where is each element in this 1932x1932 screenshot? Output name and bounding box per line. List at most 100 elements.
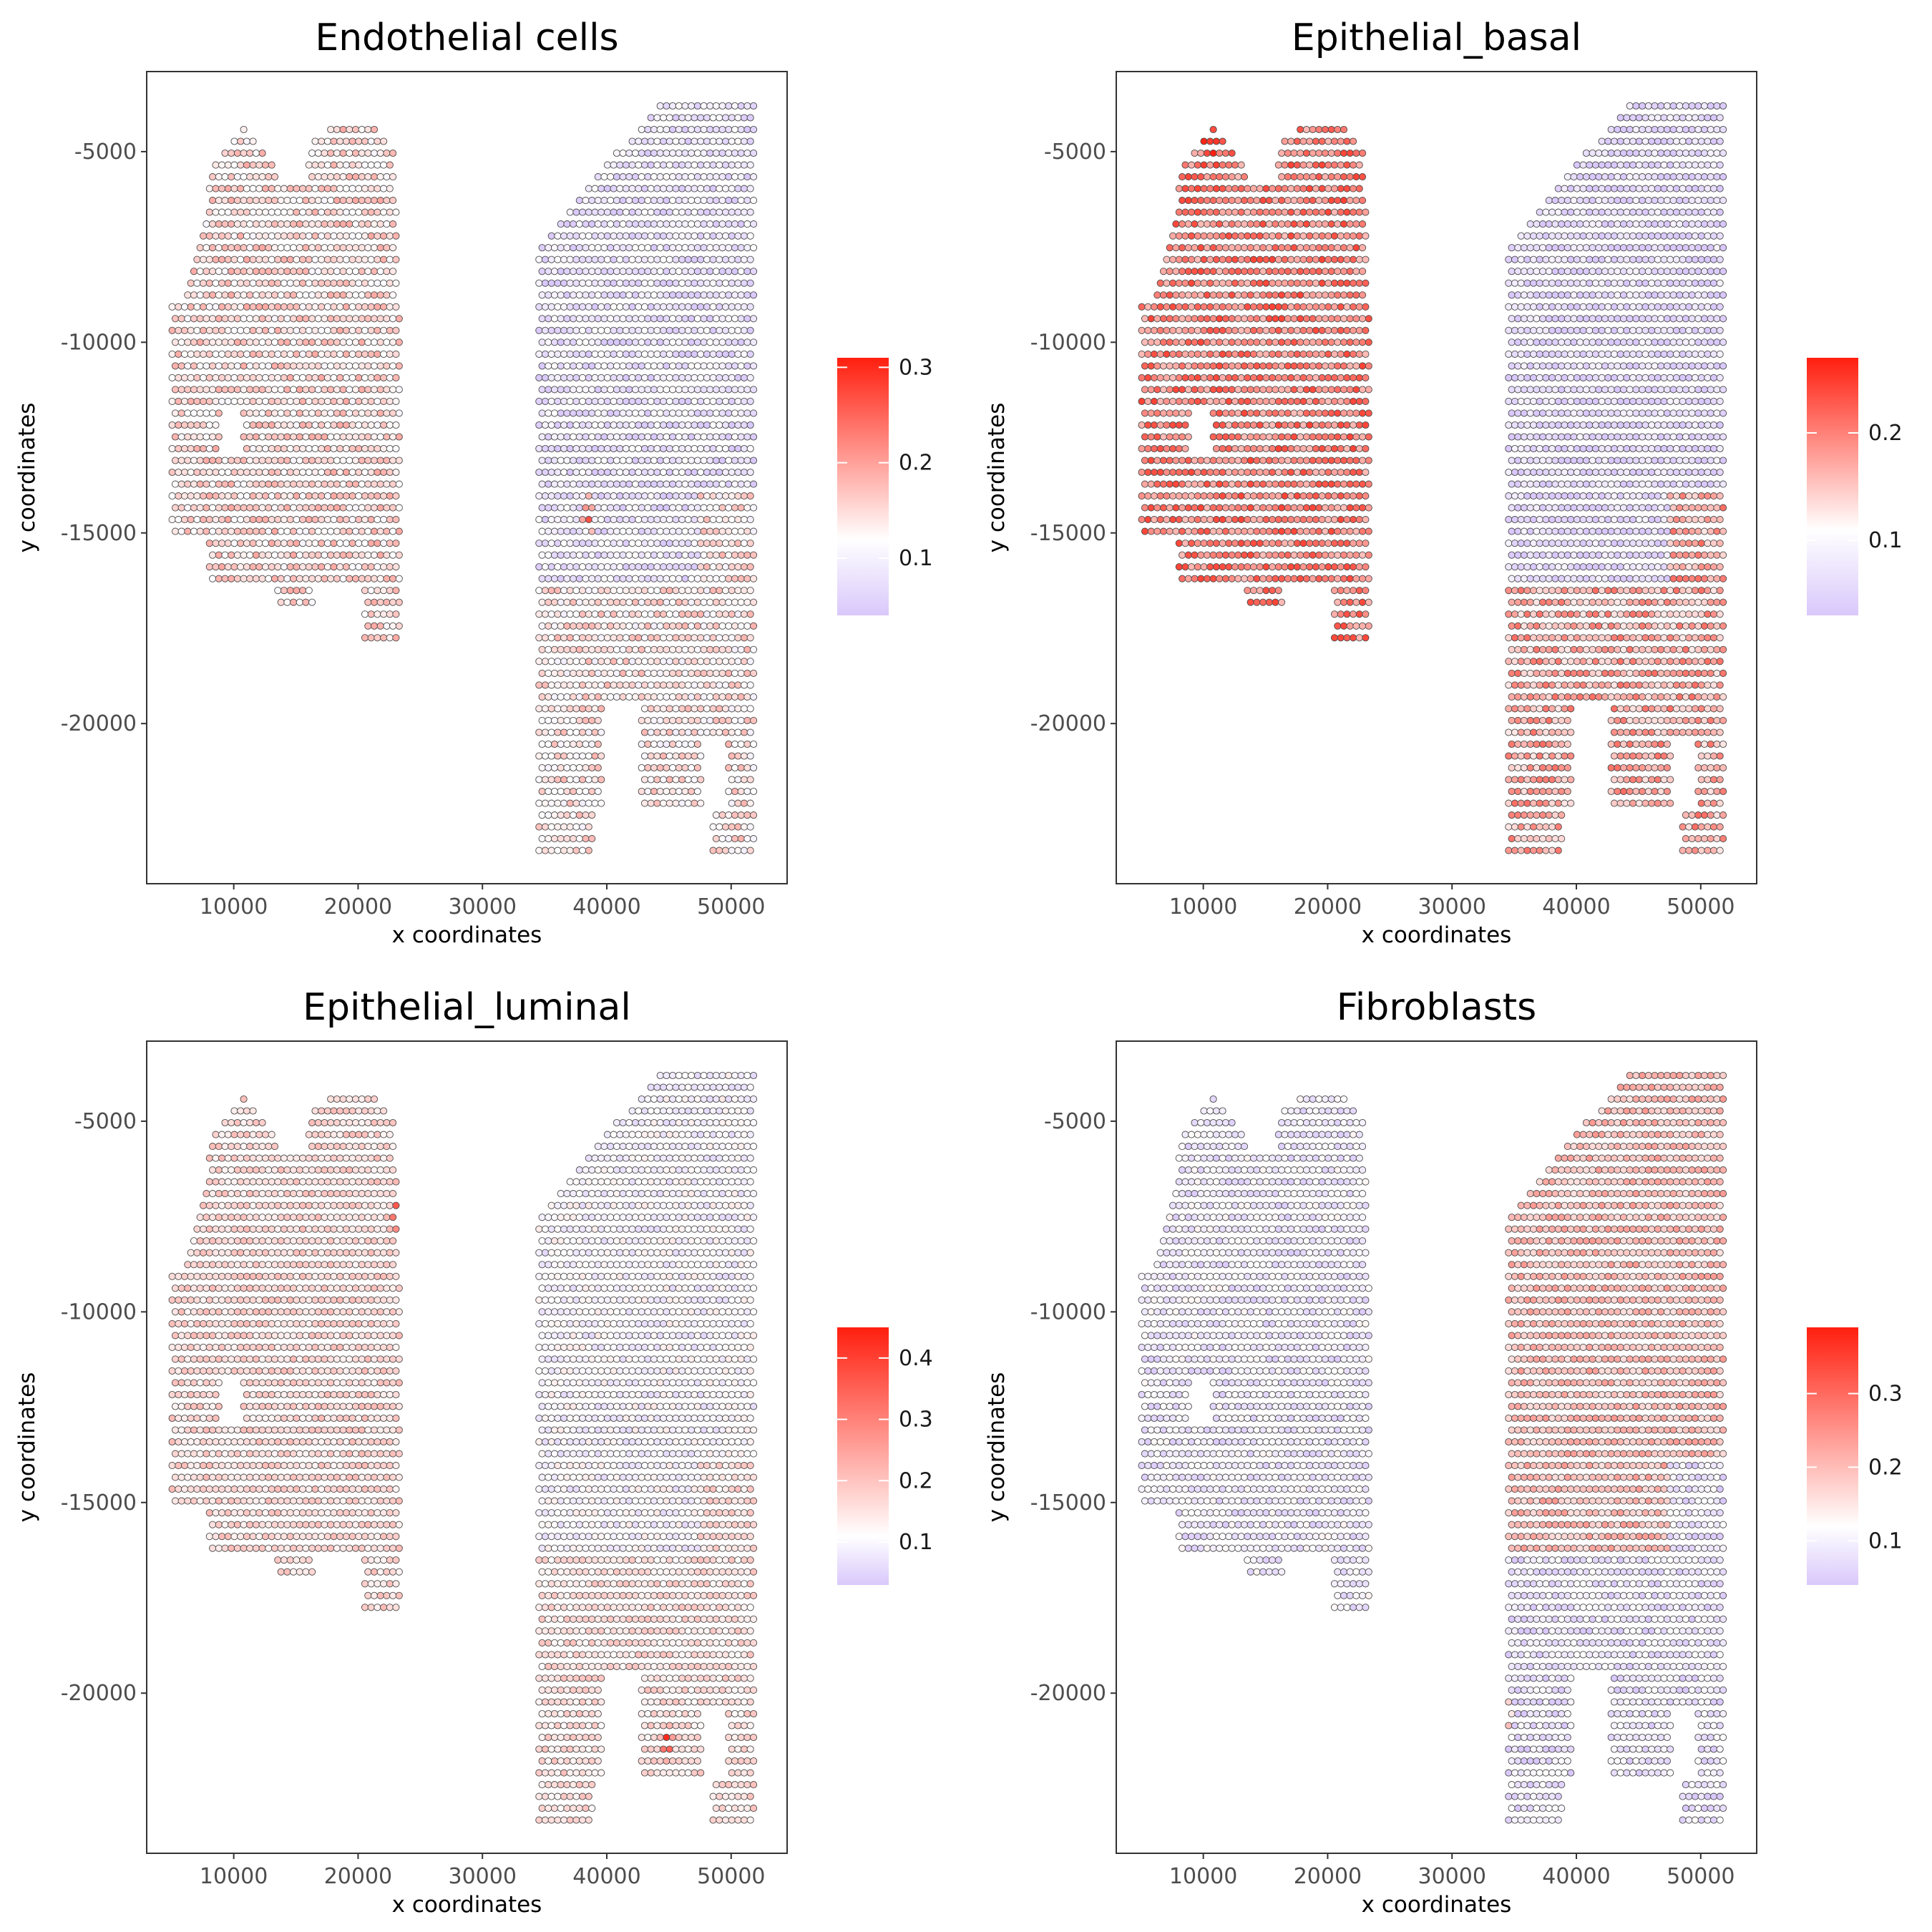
spot: [622, 208, 630, 216]
spot: [734, 232, 742, 240]
spot: [728, 705, 736, 713]
x-tick-label: 30000: [449, 894, 517, 919]
spot: [218, 161, 226, 169]
spot: [274, 492, 282, 500]
spot: [1635, 232, 1643, 240]
spot: [712, 409, 720, 417]
spot: [1558, 338, 1566, 346]
spot: [314, 315, 322, 323]
spot: [1539, 338, 1547, 346]
spot: [631, 409, 640, 417]
spot: [367, 540, 375, 547]
spot: [570, 716, 577, 724]
spot: [684, 279, 692, 287]
spot: [1561, 255, 1568, 263]
spot: [728, 421, 736, 429]
spot: [1669, 268, 1677, 275]
spot: [255, 350, 263, 358]
spot: [1309, 220, 1317, 228]
spot: [653, 232, 661, 240]
spot: [1274, 232, 1282, 240]
spot: [656, 220, 664, 228]
spot: [268, 468, 275, 477]
spot: [613, 386, 620, 394]
spot: [650, 433, 658, 441]
spot: [1297, 220, 1304, 228]
spot: [635, 634, 643, 642]
spot: [1293, 137, 1301, 145]
spot: [716, 255, 723, 263]
spot: [1194, 161, 1201, 169]
spot: [293, 185, 301, 192]
spot: [255, 326, 263, 334]
spot: [1200, 137, 1208, 145]
spot: [277, 362, 285, 370]
spot: [346, 244, 353, 252]
spot: [709, 540, 717, 547]
spot: [725, 409, 733, 417]
spot: [1639, 338, 1646, 346]
spot: [725, 504, 733, 512]
spot: [638, 291, 645, 299]
spot: [1321, 338, 1330, 346]
spot: [600, 268, 608, 275]
spot: [721, 279, 730, 287]
spot: [582, 362, 590, 370]
spot: [743, 669, 751, 677]
spot: [653, 587, 661, 595]
spot: [1676, 386, 1684, 394]
spot: [1306, 397, 1314, 405]
spot: [228, 527, 235, 535]
spot: [1685, 350, 1693, 358]
spot: [1632, 149, 1640, 157]
spot: [675, 551, 683, 559]
spot: [171, 338, 180, 346]
spot: [697, 208, 705, 216]
spot: [697, 326, 705, 334]
spot: [572, 634, 580, 642]
spot: [746, 397, 754, 405]
spot: [261, 303, 270, 311]
spot: [1579, 326, 1587, 334]
spot: [603, 161, 611, 169]
spot: [330, 185, 338, 192]
spot: [650, 575, 658, 582]
spot: [1635, 114, 1643, 122]
spot: [221, 386, 229, 394]
spot: [1685, 374, 1693, 381]
spot: [1591, 232, 1599, 240]
spot: [535, 847, 543, 854]
spot: [1707, 173, 1714, 181]
spot: [1639, 244, 1646, 252]
spot: [1228, 386, 1236, 394]
spot: [691, 658, 698, 665]
spot: [321, 197, 328, 205]
spot: [535, 350, 543, 358]
spot: [737, 291, 745, 299]
spot: [348, 326, 356, 334]
spot: [380, 540, 388, 547]
spot: [660, 444, 668, 453]
spot: [1716, 137, 1724, 145]
spot: [395, 551, 403, 559]
spot: [383, 315, 391, 323]
spot: [1654, 137, 1662, 145]
spot: [392, 208, 400, 216]
spot: [1231, 303, 1239, 311]
spot: [1324, 255, 1332, 263]
spot: [1212, 185, 1220, 192]
spot: [1237, 397, 1245, 405]
spot: [594, 457, 602, 464]
spot: [1697, 279, 1705, 287]
spot: [1601, 315, 1609, 323]
spot: [678, 610, 686, 618]
spot: [725, 433, 733, 441]
spot: [321, 338, 328, 346]
spot: [547, 681, 555, 689]
spot: [1589, 149, 1596, 157]
spot: [644, 338, 652, 346]
spot: [541, 350, 550, 358]
spot: [370, 622, 379, 630]
spot: [541, 397, 550, 405]
spot: [750, 693, 758, 701]
